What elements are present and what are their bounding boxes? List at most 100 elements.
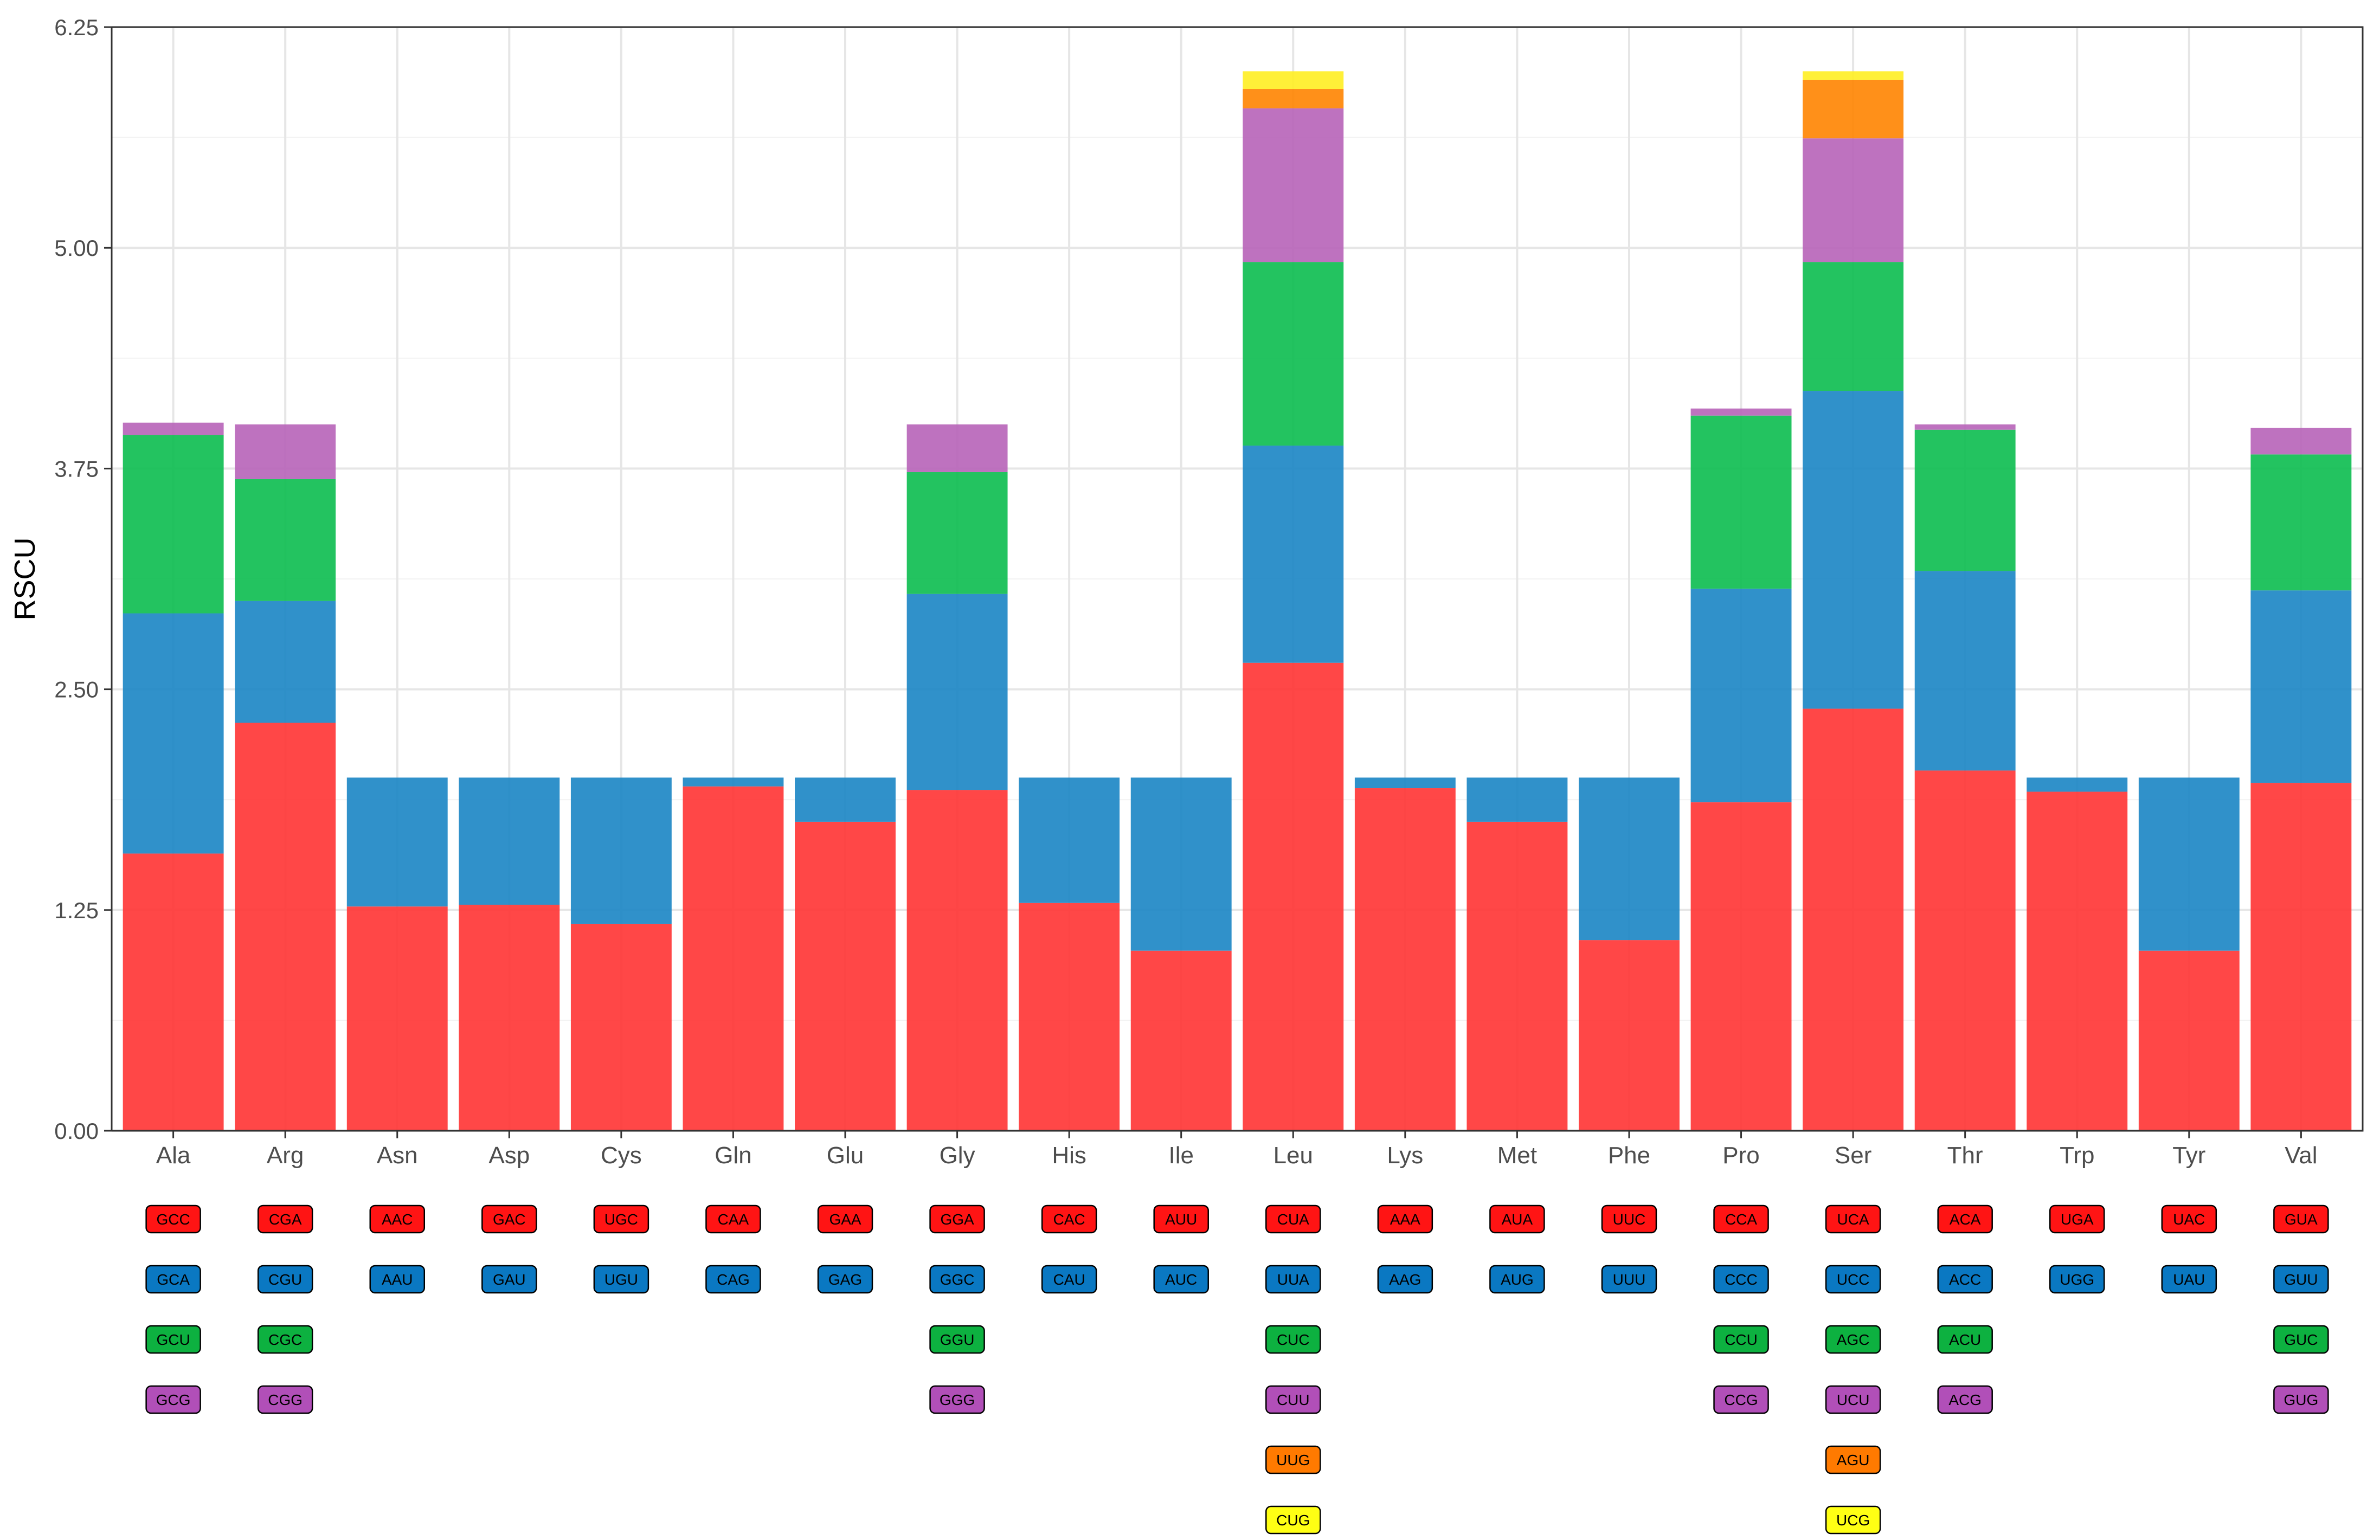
bar-segment-thr-acu — [1914, 429, 2016, 571]
x-tick-label-his: His — [1052, 1142, 1086, 1169]
codon-label-text: ACG — [1948, 1391, 1982, 1408]
codon-label-gau: GAU — [481, 1265, 537, 1294]
codon-label-text: UAC — [2173, 1211, 2205, 1228]
x-tick-label-ala: Ala — [156, 1142, 191, 1169]
bar-segment-ser-ucu — [1803, 138, 1904, 262]
codon-labels: GCC GCA GCU GCG CGA CGU CGC CGG AAC AAU GAC GAU UGC U… — [145, 1204, 2329, 1535]
codon-label-cau: CAU — [1041, 1265, 1097, 1294]
codon-label-box — [929, 1325, 985, 1354]
codon-label-aua: AUA — [1489, 1204, 1545, 1234]
bar-segment-ile-auc — [1130, 777, 1232, 951]
codon-label-box — [1377, 1265, 1433, 1294]
x-tick-label-phe: Phe — [1608, 1142, 1650, 1169]
codon-label-text: GGG — [940, 1391, 975, 1408]
bar-segment-thr-acg — [1914, 424, 2016, 430]
codon-label-text: CUC — [1277, 1331, 1310, 1348]
codon-label-uac: UAC — [2161, 1204, 2217, 1234]
codon-label-auu: AUU — [1153, 1204, 1209, 1234]
codon-label-box — [1937, 1265, 1993, 1294]
codon-label-text: UAU — [2173, 1271, 2205, 1288]
codon-label-box — [2049, 1204, 2105, 1234]
codon-label-box — [145, 1385, 201, 1414]
y-tick-label: 0.00 — [54, 1118, 99, 1144]
bar-segment-asp-gac — [459, 905, 560, 1131]
codon-label-box — [1937, 1325, 1993, 1354]
codon-label-ucu: UCU — [1825, 1385, 1881, 1414]
bar-segment-lys-aaa — [1354, 788, 1456, 1131]
codon-label-text: UGU — [604, 1271, 638, 1288]
codon-label-text: GCU — [156, 1331, 190, 1348]
x-tick-label-ile: Ile — [1168, 1142, 1193, 1169]
bar-segment-his-cau — [1019, 777, 1120, 903]
codon-label-text: GAC — [493, 1211, 526, 1228]
codon-label-box — [1937, 1204, 1993, 1234]
codon-label-text: ACA — [1950, 1211, 1981, 1228]
codon-label-guc: GUC — [2273, 1325, 2329, 1354]
codon-label-box — [1041, 1265, 1097, 1294]
codon-label-box — [1265, 1505, 1321, 1535]
codon-label-cgg: CGG — [257, 1385, 313, 1414]
codon-label-text: UGA — [2061, 1211, 2094, 1228]
x-tick-label-gln: Gln — [715, 1142, 751, 1169]
bar-segment-glu-gaa — [795, 821, 896, 1131]
codon-label-text: CGC — [268, 1331, 302, 1348]
codon-label-box — [1489, 1204, 1545, 1234]
bar-segment-gly-ggg — [906, 424, 1008, 472]
x-tick-label-arg: Arg — [267, 1142, 304, 1169]
x-tick-label-lys: Lys — [1387, 1142, 1423, 1169]
codon-label-box — [1825, 1505, 1881, 1535]
y-tick-label: 3.75 — [54, 456, 99, 481]
bar-segment-phe-uuu — [1579, 777, 1680, 940]
codon-label-box — [1713, 1325, 1769, 1354]
x-tick-label-leu: Leu — [1273, 1142, 1313, 1169]
codon-label-text: CGU — [268, 1271, 302, 1288]
codon-label-gua: GUA — [2273, 1204, 2329, 1234]
x-tick-label-ser: Ser — [1835, 1142, 1871, 1169]
bar-segment-leu-cuu — [1243, 108, 1344, 262]
codon-label-text: GAU — [493, 1271, 526, 1288]
bar-segment-ala-gcc — [123, 853, 224, 1131]
codon-label-text: AUU — [1165, 1211, 1197, 1228]
codon-label-text: CAC — [1053, 1211, 1085, 1228]
codon-label-box — [1377, 1204, 1433, 1234]
codon-label-box — [481, 1204, 537, 1234]
codon-label-box — [1265, 1445, 1321, 1474]
codon-label-text: UCA — [1837, 1211, 1869, 1228]
codon-label-text: CCA — [1725, 1211, 1757, 1228]
codon-label-text: UUU — [1613, 1271, 1646, 1288]
x-tick-label-val: Val — [2285, 1142, 2317, 1169]
codon-label-caa: CAA — [705, 1204, 761, 1234]
codon-label-text: GGA — [940, 1211, 974, 1228]
codon-label-ggc: GGC — [929, 1265, 985, 1294]
codon-label-text: UUG — [1276, 1452, 1310, 1468]
codon-label-gcg: GCG — [145, 1385, 201, 1414]
codon-label-ucc: UCC — [1825, 1265, 1881, 1294]
codon-label-ugc: UGC — [593, 1204, 649, 1234]
bar-segment-ala-gcu — [123, 435, 224, 614]
codon-label-box — [929, 1265, 985, 1294]
bar-segment-thr-acc — [1914, 571, 2016, 771]
codon-label-box — [929, 1204, 985, 1234]
codon-label-text: UGG — [2060, 1271, 2094, 1288]
codon-label-text: AAC — [382, 1211, 413, 1228]
bar-segment-his-cac — [1019, 903, 1120, 1131]
codon-label-acu: ACU — [1937, 1325, 1993, 1354]
codon-label-box — [2161, 1204, 2217, 1234]
x-tick-label-asp: Asp — [488, 1142, 530, 1169]
codon-label-text: GGC — [940, 1271, 975, 1288]
codon-label-text: CGG — [268, 1391, 303, 1408]
codon-label-box — [1713, 1265, 1769, 1294]
y-tick-label: 1.25 — [54, 898, 99, 923]
codon-label-gcc: GCC — [145, 1204, 201, 1234]
codon-label-box — [1265, 1204, 1321, 1234]
bar-segment-ser-agc — [1803, 262, 1904, 391]
bar-segment-asp-gau — [459, 777, 560, 905]
codon-label-box — [481, 1265, 537, 1294]
codon-label-cug: CUG — [1265, 1505, 1321, 1535]
codon-label-text: UUC — [1613, 1211, 1646, 1228]
x-tick-label-gly: Gly — [940, 1142, 975, 1169]
x-tick-label-pro: Pro — [1722, 1142, 1759, 1169]
codon-label-box — [1713, 1385, 1769, 1414]
bar-segment-cys-ugu — [570, 777, 672, 924]
codon-label-gcu: GCU — [145, 1325, 201, 1354]
